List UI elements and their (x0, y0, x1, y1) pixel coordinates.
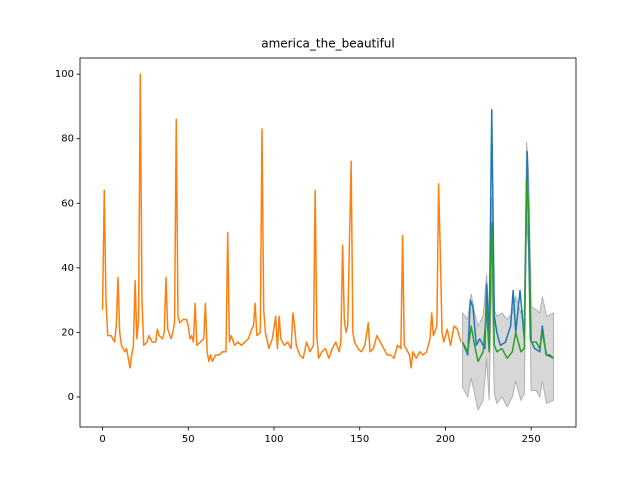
x-tick-label: 200 (436, 434, 455, 445)
y-tick-label: 80 (61, 134, 74, 145)
axes-frame (79, 57, 577, 428)
x-tick-label: 150 (350, 434, 369, 445)
y-tick-label: 100 (55, 69, 74, 80)
x-tick-label: 0 (99, 434, 105, 445)
y-tick-label: 20 (61, 327, 74, 338)
series-line (461, 179, 554, 363)
x-tick-label: 250 (522, 434, 541, 445)
x-tick-label: 100 (264, 434, 283, 445)
y-tick-label: 40 (61, 263, 74, 274)
series-line (101, 73, 462, 369)
y-tick-label: 0 (68, 392, 74, 403)
series-line (461, 108, 554, 359)
chart-title: america_the_beautiful (261, 37, 395, 51)
y-tick-label: 60 (61, 198, 74, 209)
x-tick-label: 50 (182, 434, 195, 445)
